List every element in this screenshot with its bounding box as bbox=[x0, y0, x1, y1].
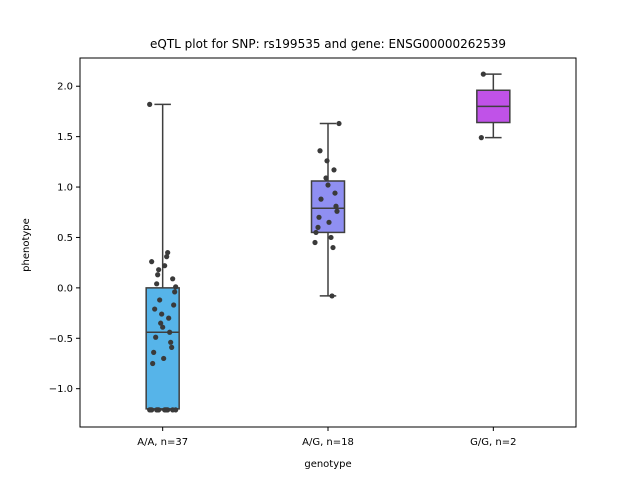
data-point bbox=[154, 281, 160, 287]
chart-title: eQTL plot for SNP: rs199535 and gene: EN… bbox=[150, 37, 506, 51]
data-point bbox=[160, 324, 166, 330]
data-point bbox=[312, 239, 318, 246]
y-tick-label: 2.0 bbox=[57, 82, 73, 93]
data-point bbox=[157, 297, 163, 303]
data-point bbox=[147, 101, 153, 107]
data-point bbox=[316, 214, 322, 220]
data-point bbox=[318, 196, 324, 202]
y-tick-label: 1.5 bbox=[57, 132, 73, 143]
y-tick-label: −0.5 bbox=[49, 334, 73, 345]
data-point bbox=[149, 259, 155, 265]
data-point bbox=[333, 203, 339, 209]
data-point bbox=[173, 407, 179, 413]
x-axis-title: genotype bbox=[304, 459, 351, 470]
y-tick-label: 0.0 bbox=[57, 283, 73, 294]
data-point bbox=[171, 302, 177, 308]
data-point bbox=[334, 208, 340, 214]
y-tick-label: 1.0 bbox=[57, 183, 73, 194]
x-tick-label: A/G, n=18 bbox=[302, 437, 354, 448]
data-point bbox=[167, 329, 173, 335]
data-point bbox=[149, 407, 155, 413]
data-point bbox=[159, 311, 165, 317]
y-axis-title: phenotype bbox=[21, 218, 32, 272]
data-point bbox=[162, 263, 168, 269]
data-point bbox=[325, 182, 331, 188]
data-point bbox=[480, 71, 486, 77]
data-point bbox=[152, 306, 158, 312]
data-point bbox=[154, 407, 160, 413]
y-tick-label: 0.5 bbox=[57, 233, 73, 244]
data-point bbox=[161, 355, 167, 362]
data-point bbox=[158, 320, 164, 326]
data-point bbox=[332, 190, 338, 196]
data-point bbox=[169, 344, 175, 350]
data-point bbox=[324, 158, 330, 164]
data-point bbox=[172, 289, 178, 295]
data-point bbox=[151, 349, 157, 355]
data-point bbox=[336, 120, 342, 127]
data-point bbox=[323, 175, 329, 181]
data-point bbox=[173, 284, 179, 290]
plot-area: −1.0 −0.5 0.0 0.5 1.0 1.5 2.0 A/A, n=37 A/G, n=1… bbox=[49, 57, 577, 448]
x-tick-label: G/G, n=2 bbox=[470, 437, 516, 448]
data-point bbox=[165, 249, 171, 256]
data-point bbox=[330, 244, 336, 251]
data-point bbox=[168, 339, 174, 345]
data-point bbox=[331, 167, 337, 173]
box bbox=[310, 180, 346, 234]
data-point bbox=[317, 148, 323, 154]
data-point bbox=[329, 293, 335, 299]
data-point bbox=[315, 224, 321, 230]
data-point bbox=[150, 360, 156, 367]
data-point bbox=[478, 135, 484, 141]
data-point bbox=[328, 234, 334, 241]
data-point bbox=[155, 272, 161, 278]
data-point bbox=[164, 254, 170, 260]
data-point bbox=[162, 407, 168, 413]
data-point bbox=[166, 315, 172, 321]
data-point bbox=[313, 229, 319, 236]
data-point bbox=[326, 219, 332, 225]
data-point bbox=[170, 276, 176, 282]
data-point bbox=[156, 267, 162, 273]
x-tick-label: A/A, n=37 bbox=[137, 437, 188, 448]
data-point bbox=[153, 334, 159, 340]
y-tick-label: −1.0 bbox=[49, 384, 73, 395]
